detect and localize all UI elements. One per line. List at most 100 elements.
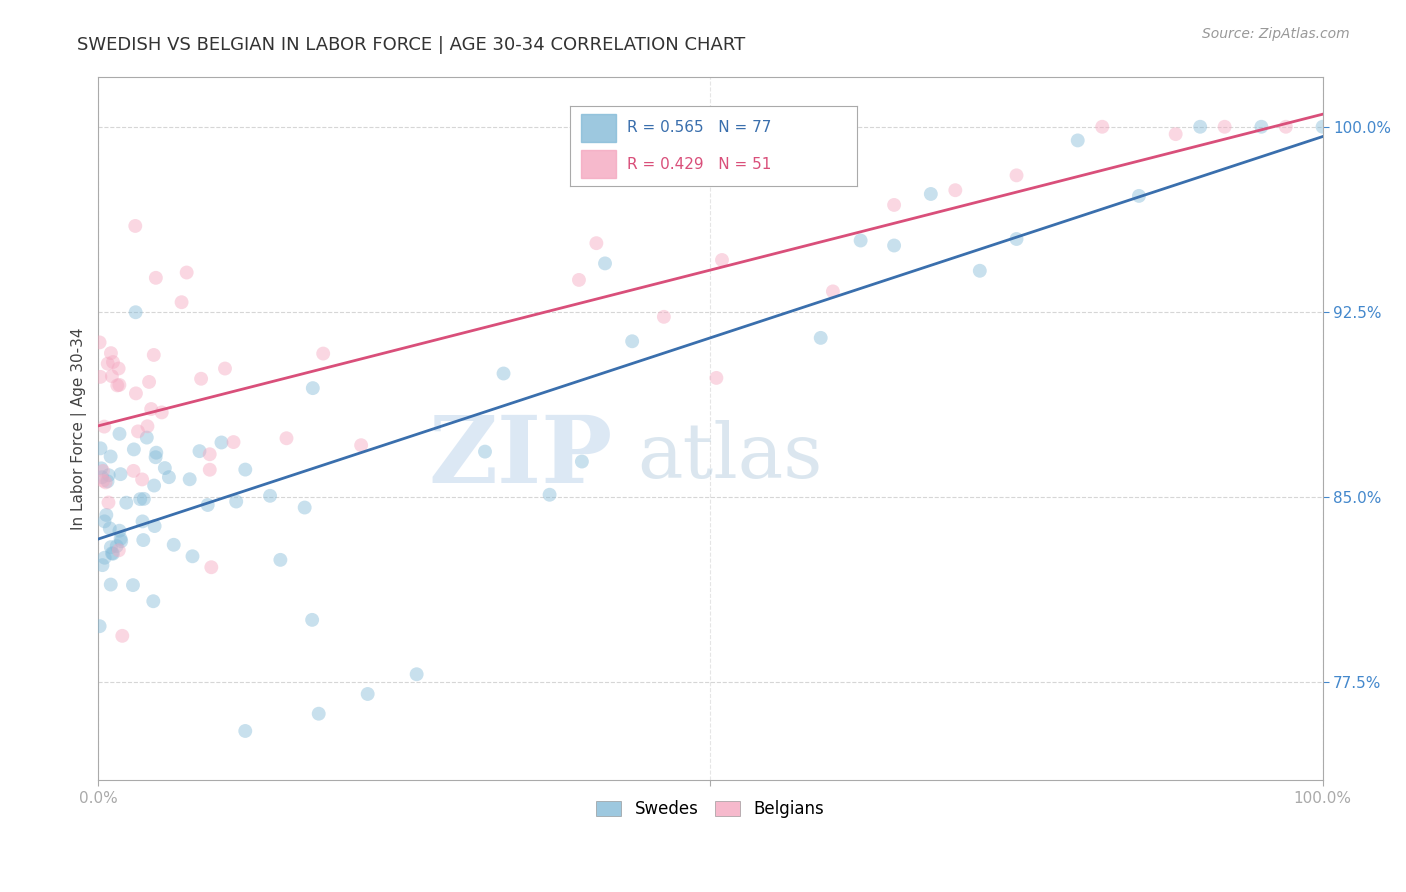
Point bbox=[188, 444, 211, 458]
Point bbox=[125, 386, 148, 401]
Point bbox=[1005, 232, 1028, 246]
Point bbox=[883, 238, 905, 252]
Point bbox=[91, 464, 114, 478]
Point bbox=[108, 426, 131, 441]
Point bbox=[849, 234, 872, 248]
Point bbox=[176, 266, 198, 280]
Point bbox=[1312, 120, 1334, 134]
Point bbox=[122, 442, 145, 457]
Point bbox=[301, 381, 323, 395]
Point bbox=[920, 186, 942, 201]
Point bbox=[1164, 127, 1187, 141]
Point bbox=[259, 489, 281, 503]
Point bbox=[568, 273, 591, 287]
Point bbox=[132, 491, 155, 506]
Point bbox=[136, 419, 159, 434]
Point bbox=[197, 498, 219, 512]
Point bbox=[91, 470, 114, 484]
Point bbox=[141, 402, 163, 417]
Point bbox=[115, 496, 138, 510]
Point bbox=[129, 492, 152, 507]
Point bbox=[100, 450, 122, 464]
Point bbox=[100, 540, 122, 554]
Point bbox=[1091, 120, 1114, 134]
Point bbox=[571, 454, 593, 468]
Point bbox=[222, 435, 245, 450]
Point bbox=[110, 534, 132, 549]
Point bbox=[97, 468, 120, 483]
Point bbox=[1005, 169, 1028, 183]
Point bbox=[91, 474, 114, 488]
Point bbox=[135, 431, 157, 445]
Point bbox=[97, 495, 120, 509]
Point bbox=[821, 285, 844, 299]
Point bbox=[350, 438, 373, 452]
Point bbox=[943, 183, 966, 197]
Point bbox=[89, 335, 111, 350]
Point bbox=[105, 378, 128, 392]
Legend: Swedes, Belgians: Swedes, Belgians bbox=[591, 793, 831, 825]
Point bbox=[124, 219, 146, 233]
Point bbox=[108, 378, 131, 392]
Point bbox=[89, 370, 111, 384]
Point bbox=[110, 467, 132, 482]
Point bbox=[132, 533, 155, 547]
Point bbox=[474, 444, 496, 458]
Point bbox=[312, 346, 335, 360]
Point bbox=[214, 361, 236, 376]
Point bbox=[883, 198, 905, 212]
Point bbox=[153, 461, 176, 475]
Point bbox=[706, 371, 728, 385]
Point bbox=[711, 252, 734, 267]
Point bbox=[157, 470, 180, 484]
Point bbox=[198, 447, 221, 461]
Point bbox=[163, 538, 186, 552]
Point bbox=[145, 445, 167, 459]
Point bbox=[225, 494, 247, 508]
Point bbox=[93, 514, 115, 528]
Point bbox=[492, 367, 515, 381]
Point bbox=[969, 264, 991, 278]
Point bbox=[94, 475, 117, 490]
Point bbox=[93, 550, 115, 565]
Point bbox=[276, 431, 298, 445]
Point bbox=[357, 687, 380, 701]
Point bbox=[301, 613, 323, 627]
Point bbox=[131, 515, 153, 529]
Point bbox=[308, 706, 330, 721]
Point bbox=[145, 450, 167, 465]
Point bbox=[170, 295, 193, 310]
Point bbox=[142, 594, 165, 608]
Point bbox=[233, 723, 256, 738]
Text: atlas: atlas bbox=[637, 420, 823, 494]
Point bbox=[1275, 120, 1298, 134]
Point bbox=[190, 372, 212, 386]
Point bbox=[100, 346, 122, 360]
Point bbox=[124, 305, 146, 319]
Point bbox=[538, 488, 561, 502]
Point bbox=[96, 508, 118, 522]
Point bbox=[100, 577, 122, 591]
Point bbox=[145, 270, 167, 285]
Point bbox=[142, 348, 165, 362]
Point bbox=[98, 521, 121, 535]
Point bbox=[810, 331, 832, 345]
Text: Source: ZipAtlas.com: Source: ZipAtlas.com bbox=[1202, 27, 1350, 41]
Point bbox=[143, 519, 166, 533]
Point bbox=[89, 619, 111, 633]
Point bbox=[211, 435, 233, 450]
Text: SWEDISH VS BELGIAN IN LABOR FORCE | AGE 30-34 CORRELATION CHART: SWEDISH VS BELGIAN IN LABOR FORCE | AGE … bbox=[77, 36, 745, 54]
Point bbox=[405, 667, 427, 681]
Point bbox=[127, 425, 149, 439]
Point bbox=[107, 361, 129, 376]
Point bbox=[89, 442, 111, 456]
Point bbox=[179, 472, 201, 486]
Point bbox=[108, 524, 131, 538]
Point bbox=[200, 560, 222, 574]
Point bbox=[181, 549, 204, 564]
Point bbox=[131, 472, 153, 486]
Point bbox=[1067, 133, 1090, 147]
Point bbox=[138, 375, 160, 389]
Point bbox=[96, 475, 118, 489]
Point bbox=[101, 369, 124, 384]
